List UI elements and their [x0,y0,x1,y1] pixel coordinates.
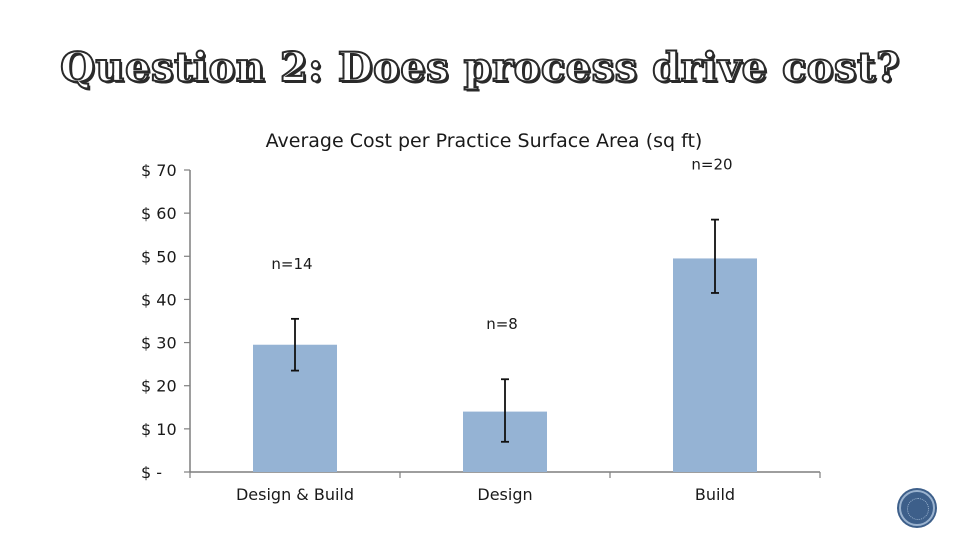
slide-logo-icon [899,490,935,526]
sample-size-label: n=14 [271,255,312,273]
sample-size-label: n=20 [691,156,732,174]
bar [673,258,757,472]
y-tick-label: $ 20 [141,377,177,396]
y-tick-label: $ 50 [141,247,177,266]
sample-size-label: n=8 [486,315,518,333]
slide-title: Question 2: Does process drive cost? [59,43,900,92]
x-tick-label: Design [477,485,532,504]
y-tick-label: $ 60 [141,204,177,223]
x-tick-label: Design & Build [236,485,354,504]
y-tick-label: $ - [141,463,162,482]
y-tick-label: $ 70 [141,161,177,180]
y-tick-label: $ 40 [141,290,177,309]
y-tick-label: $ 10 [141,420,177,439]
chart-title: Average Cost per Practice Surface Area (… [266,130,703,152]
x-tick-label: Build [695,485,735,504]
y-tick-label: $ 30 [141,334,177,353]
